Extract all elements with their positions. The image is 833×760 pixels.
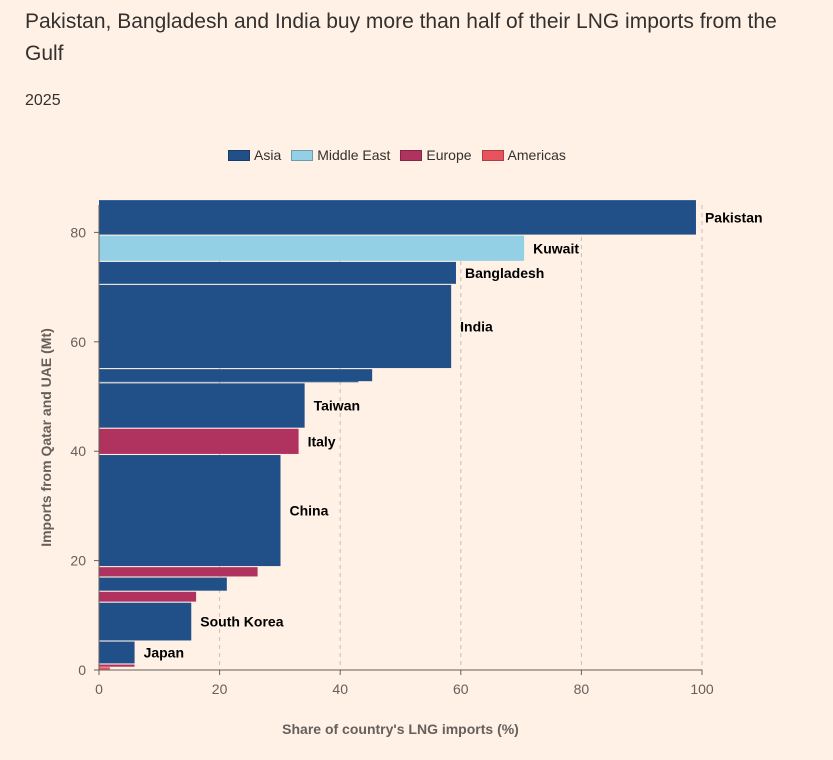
legend-swatch-middle-east — [291, 149, 314, 161]
x-tick-label: 20 — [212, 681, 228, 697]
bar-pakistan — [99, 200, 696, 235]
x-tick-label: 80 — [574, 681, 590, 697]
legend-label-middle-east: Middle East — [317, 147, 391, 163]
bar-label-south-korea: South Korea — [200, 614, 283, 630]
bar-label-taiwan: Taiwan — [314, 398, 360, 414]
bar-unlabelled-11 — [99, 591, 197, 602]
legend-label-europe: Europe — [426, 147, 472, 163]
axes: 0 20 40 60 80 100 0 20 40 60 80 — [70, 205, 714, 697]
legend-swatch-asia — [228, 149, 250, 161]
gridlines — [219, 205, 703, 670]
bar-china — [99, 455, 281, 567]
bar-kuwait — [99, 235, 525, 261]
y-tick-label: 80 — [70, 224, 86, 240]
x-tick-label: 0 — [95, 681, 103, 697]
bar-label-bangladesh: Bangladesh — [465, 265, 544, 281]
bar-unlabelled-4 — [99, 369, 373, 382]
bar-unlabelled-14 — [99, 664, 135, 667]
chart-title: Pakistan, Bangladesh and India buy more … — [25, 10, 777, 65]
bar-italy — [99, 428, 299, 454]
legend-item-middle-east: Middle East — [291, 147, 390, 163]
x-tick-label: 60 — [453, 681, 469, 697]
legend-swatch-americas — [481, 149, 504, 161]
chart-subtitle: 2025 — [25, 92, 61, 109]
legend: Asia Middle East Europe Americas — [228, 147, 566, 163]
bar-india — [99, 284, 452, 369]
bar-label-india: India — [460, 318, 493, 334]
y-axis-title: Imports from Qatar and UAE (Mt) — [38, 328, 54, 547]
bars — [99, 200, 696, 670]
bar-unlabelled-10 — [99, 577, 227, 591]
x-tick-label: 40 — [332, 681, 348, 697]
bar-south-korea — [99, 602, 192, 641]
bar-label-pakistan: Pakistan — [705, 209, 763, 225]
y-tick-label: 0 — [78, 662, 86, 678]
bar-bangladesh — [99, 261, 456, 284]
y-tick-label: 20 — [70, 553, 86, 569]
legend-item-asia: Asia — [228, 147, 281, 163]
legend-label-asia: Asia — [254, 147, 282, 163]
bar-labels: Pakistan Kuwait Bangladesh India Taiwan Italy… — [144, 209, 763, 660]
bar-label-italy: Italy — [308, 433, 336, 449]
bar-unlabelled-5 — [99, 381, 359, 383]
bar-label-japan: Japan — [144, 644, 184, 660]
legend-swatch-europe — [400, 149, 423, 161]
bar-label-china: China — [290, 503, 329, 519]
bar-japan — [99, 641, 135, 664]
y-tick-label: 60 — [70, 334, 86, 350]
bar-taiwan — [99, 383, 305, 428]
legend-item-americas: Americas — [481, 147, 566, 163]
legend-item-europe: Europe — [400, 147, 472, 163]
y-tick-label: 40 — [70, 443, 86, 459]
x-axis-title: Share of country's LNG imports (%) — [282, 721, 519, 737]
bar-unlabelled-15 — [99, 667, 110, 670]
x-tick-label: 100 — [690, 681, 714, 697]
bar-unlabelled-9 — [99, 567, 258, 577]
bar-label-kuwait: Kuwait — [533, 240, 579, 256]
legend-label-americas: Americas — [507, 147, 566, 163]
